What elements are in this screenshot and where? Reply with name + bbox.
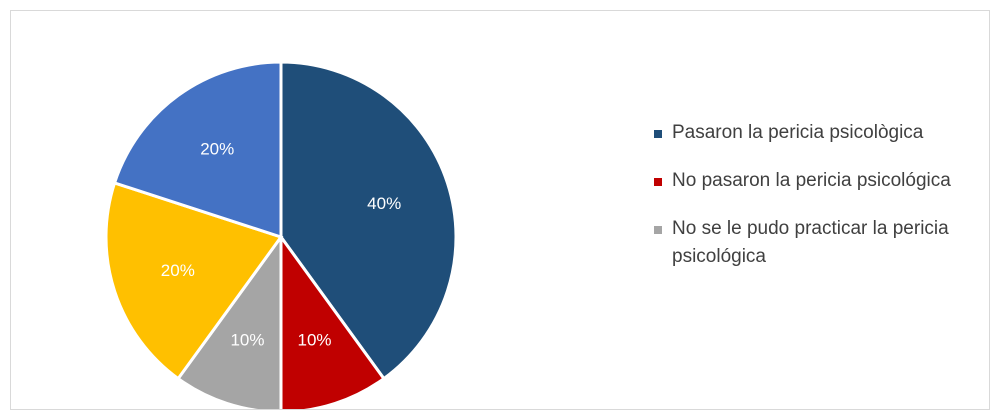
slice-data-label-1: 10% xyxy=(298,331,332,350)
legend-label-0: Pasaron la pericia psicològica xyxy=(672,122,924,143)
legend-swatch-0 xyxy=(654,130,662,138)
legend-item-2: No se le pudo practicar la pericia psico… xyxy=(654,215,974,271)
slice-data-label-2: 10% xyxy=(230,331,264,350)
legend-label-1: No pasaron la pericia psicológica xyxy=(672,170,951,191)
pie-chart: 40% 10% 10% 20% 20% xyxy=(104,60,458,409)
pie-slice-0 xyxy=(279,60,458,381)
legend-swatch-1 xyxy=(654,178,662,186)
legend-item-1: No pasaron la pericia psicológica xyxy=(654,167,974,195)
pie-slice-1 xyxy=(279,232,386,409)
slice-data-label-4: 20% xyxy=(200,140,234,159)
pie-slice-3 xyxy=(104,181,284,381)
pie-slice-2 xyxy=(176,232,283,409)
legend-item-0: Pasaron la pericia psicològica xyxy=(654,119,974,147)
legend: Pasaron la pericia psicològica No pasaron… xyxy=(654,119,974,271)
chart-frame: 40% 10% 10% 20% 20% Pasaron la pericia psico… xyxy=(10,10,990,410)
slice-data-label-3: 20% xyxy=(161,261,195,280)
legend-swatch-2 xyxy=(654,226,662,234)
legend-label-2: No se le pudo practicar la pericia psico… xyxy=(672,218,949,267)
pie-slice-4 xyxy=(112,60,283,240)
slice-data-label-0: 40% xyxy=(367,194,401,213)
